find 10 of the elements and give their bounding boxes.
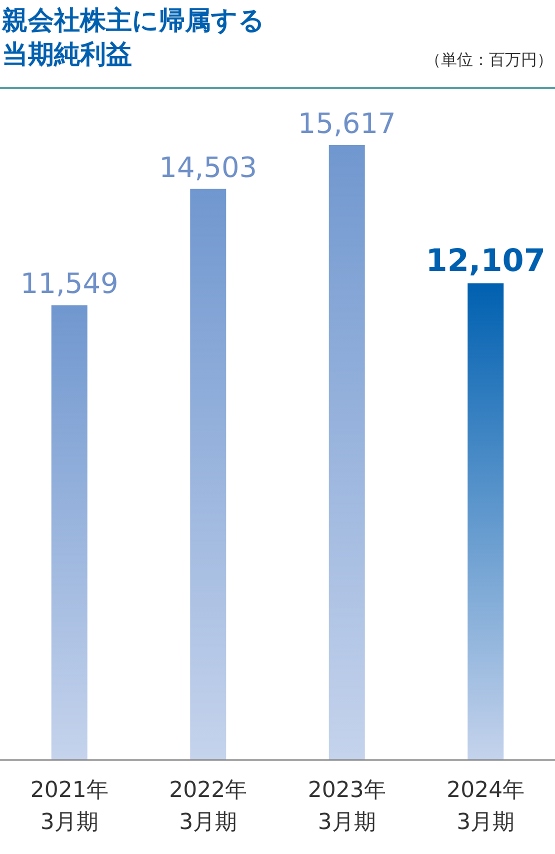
data-label: 12,107 [426, 243, 546, 280]
x-tick-label: 2024年 3月期 [446, 778, 525, 835]
data-label: 14,503 [159, 150, 258, 184]
x-tick-label: 2022年 3月期 [169, 778, 248, 835]
data-label: 11,549 [20, 267, 118, 300]
data-label: 15,617 [298, 107, 396, 140]
x-tick-label: 2023年 3月期 [308, 778, 386, 835]
chart-title: 親会社株主に帰属する当期純利益 [2, 5, 266, 72]
x-tick-label: 2021年 3月期 [30, 778, 108, 835]
text: （単位：百万円） [425, 50, 553, 71]
